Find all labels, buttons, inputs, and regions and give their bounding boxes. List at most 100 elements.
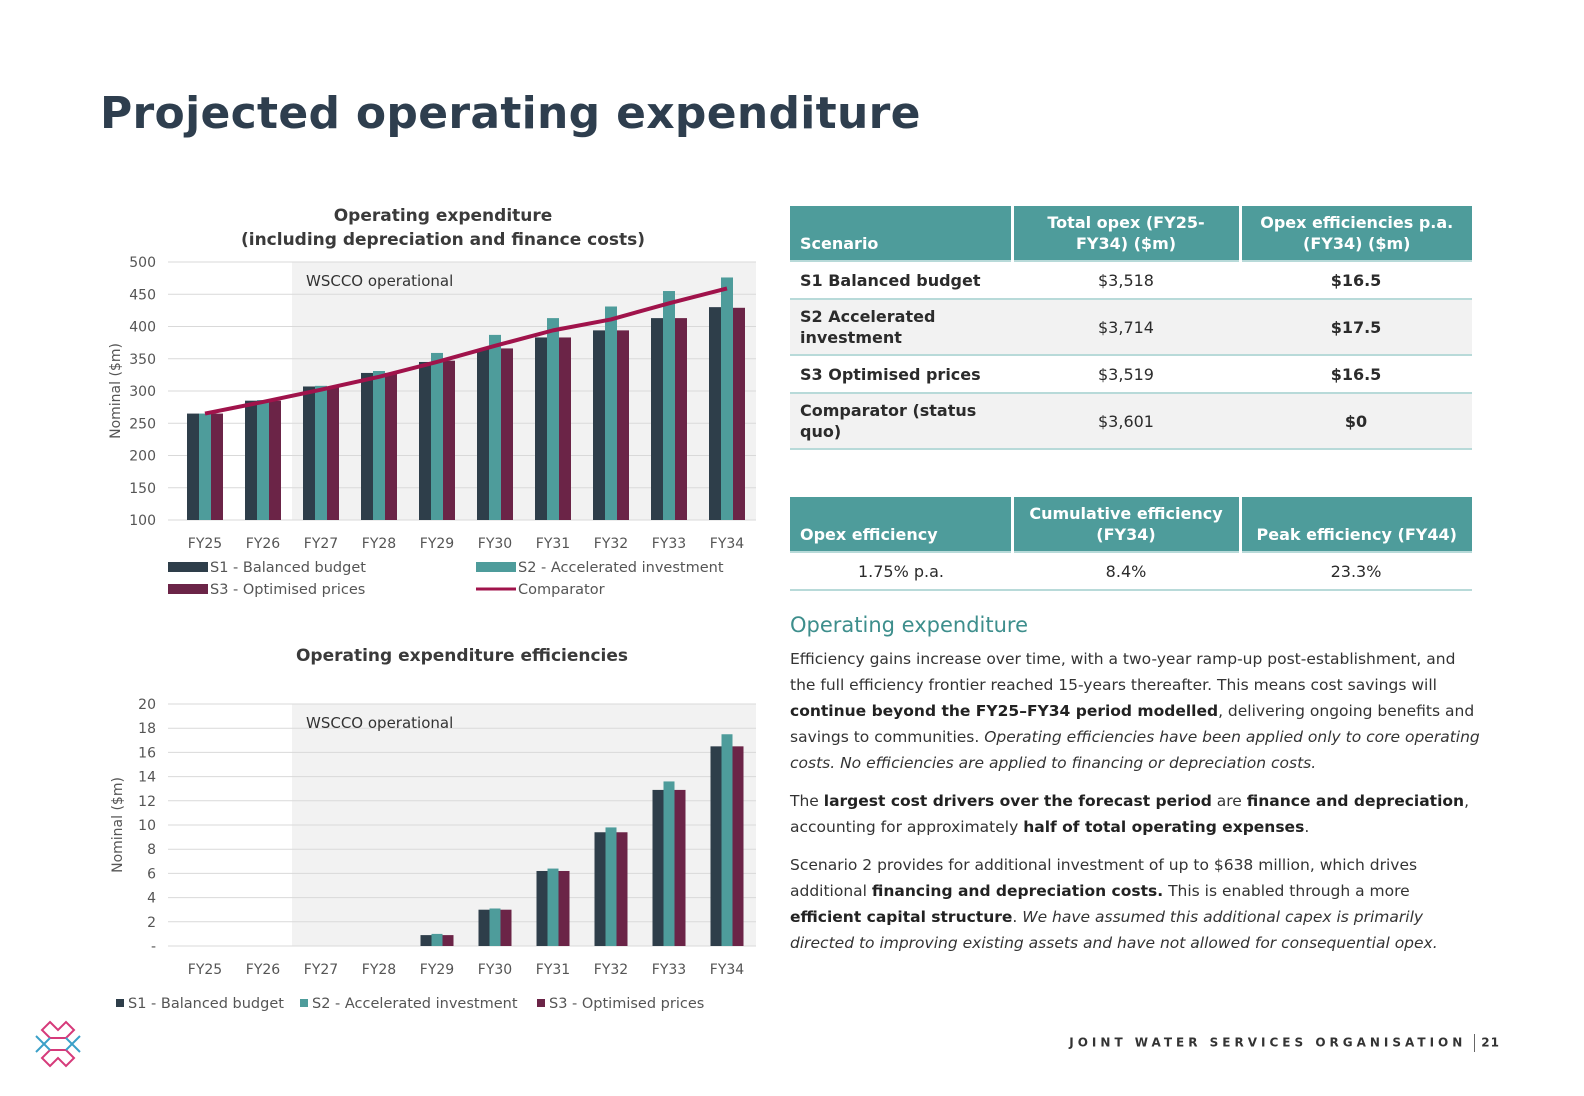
opex-efficiency-value: $0 — [1240, 392, 1472, 450]
y-axis-label: Nominal ($m) — [110, 777, 126, 873]
chart-title: (including depreciation and finance cost… — [241, 230, 645, 250]
legend-label: S1 - Balanced budget — [210, 560, 366, 576]
table-row: Comparator (status quo) $3,601 $0 — [790, 392, 1472, 450]
y-tick-label: 500 — [129, 255, 156, 271]
italic-note: We have assumed this additional capex is… — [790, 908, 1438, 952]
legend-label: S2 - Accelerated investment — [518, 560, 724, 576]
y-tick-label: 300 — [129, 384, 156, 400]
text-span: Efficiency gains increase over time, wit… — [790, 650, 1456, 694]
emphasis-text: financing and depreciation costs. — [871, 882, 1164, 900]
bar-s1 — [651, 318, 663, 520]
x-tick-label: FY31 — [536, 962, 570, 978]
y-tick-label: 200 — [129, 449, 156, 465]
y-tick-label: 6 — [147, 866, 156, 882]
x-tick-label: FY25 — [188, 962, 222, 978]
bar-s2 — [199, 413, 211, 520]
y-tick-label: 100 — [129, 513, 156, 529]
x-tick-label: FY29 — [420, 962, 454, 978]
legend-swatch — [476, 562, 516, 572]
scenario-table: Scenario Total opex (FY25-FY34) ($m) Ope… — [790, 206, 1472, 450]
cumulative-efficiency-header: Cumulative efficiency (FY34) — [1010, 497, 1240, 552]
legend-label: Comparator — [518, 582, 605, 598]
table-row: S2 Accelerated investment $3,714 $17.5 — [790, 298, 1472, 355]
text-span: . — [1304, 818, 1310, 836]
organisation-logo-icon — [35, 1020, 81, 1068]
bar-s1 — [245, 400, 257, 520]
organisation-name: JOINT WATER SERVICES ORGANISATION — [1069, 1035, 1467, 1050]
annotation-label: WSCCO operational — [306, 272, 453, 290]
bar-s3 — [443, 360, 455, 520]
bar-s3 — [385, 372, 397, 520]
bar-s3 — [732, 746, 744, 946]
y-tick-label: 350 — [129, 352, 156, 368]
x-tick-label: FY30 — [478, 962, 512, 978]
opex-efficiency-value: $16.5 — [1240, 260, 1472, 299]
y-tick-label: 20 — [138, 697, 156, 713]
x-tick-label: FY25 — [188, 536, 222, 552]
chart-title: Operating expenditure — [334, 206, 553, 226]
scenario-header: Scenario — [790, 206, 1012, 261]
emphasis-text: continue beyond the FY25–FY34 period mod… — [790, 702, 1219, 720]
italic-note: Operating efficiencies have been applied… — [790, 728, 1480, 772]
bar-s2 — [547, 318, 559, 520]
scenario-name: S3 Optimised prices — [790, 354, 1012, 393]
total-opex-value: $3,714 — [1012, 298, 1240, 355]
text-span: Scenario 2 provides for additional inves… — [790, 856, 1418, 900]
bar-s3 — [674, 789, 686, 946]
bar-s1 — [652, 789, 664, 946]
bar-s1 — [535, 337, 547, 520]
emphasis-text: largest cost drivers over the forecast p… — [823, 792, 1212, 810]
chart-title: Operating expenditure efficiencies — [296, 646, 628, 666]
opex-efficiencies-chart: - 2 4 6 8 10 12 14 16 18 20 Operating expenditure e… — [110, 646, 756, 1012]
bar-s2 — [373, 371, 385, 520]
y-axis-label: Nominal ($m) — [108, 343, 124, 439]
legend-swatch — [116, 999, 124, 1007]
y-tick-label: 400 — [129, 320, 156, 336]
bar-s3 — [616, 832, 628, 946]
x-tick-label: FY26 — [246, 962, 281, 978]
bar-s3 — [442, 935, 454, 946]
opex-efficiency-value: $17.5 — [1240, 298, 1472, 355]
x-tick-label: FY32 — [594, 536, 628, 552]
page-number: 21 — [1481, 1035, 1500, 1050]
x-tick-label: FY32 — [594, 962, 628, 978]
bar-s2 — [721, 734, 733, 946]
legend-label: S1 - Balanced budget — [128, 996, 284, 1012]
section-heading: Operating expenditure — [790, 613, 1029, 637]
table-row: S1 Balanced budget $3,518 $16.5 — [790, 260, 1472, 299]
total-opex-value: $3,518 — [1012, 260, 1240, 299]
x-tick-label: FY33 — [652, 536, 686, 552]
scenario-name: S1 Balanced budget — [790, 260, 1012, 299]
text-span: This is enabled through a more — [1163, 882, 1410, 900]
bar-s2 — [431, 352, 443, 520]
text-span: , delivering ongoing benefits and saving… — [790, 702, 1475, 746]
bar-s2 — [605, 827, 617, 946]
x-tick-label: FY34 — [710, 536, 745, 552]
bar-s1 — [303, 386, 315, 520]
x-tick-label: FY28 — [362, 962, 396, 978]
bar-s2 — [489, 334, 501, 520]
bar-s3 — [558, 870, 570, 946]
legend-label: S3 - Optimised prices — [210, 582, 365, 598]
y-tick-label: 8 — [147, 842, 156, 858]
page-title: Projected operating expenditure — [100, 88, 921, 139]
bar-s3 — [327, 386, 339, 520]
x-tick-label: FY27 — [304, 962, 338, 978]
bar-s1 — [420, 935, 432, 946]
bar-s1 — [477, 349, 489, 520]
bar-s1 — [594, 832, 606, 946]
opex-efficiency-header: Opex efficiency — [790, 497, 1012, 552]
annotation-label: WSCCO operational — [306, 714, 453, 732]
opex-chart: 100 150 200 250 300 350 400 450 500 Operating exp… — [108, 206, 756, 598]
x-tick-label: FY33 — [652, 962, 686, 978]
bar-s1 — [709, 307, 721, 520]
paragraph-scenario-2: Scenario 2 provides for additional inves… — [790, 852, 1480, 956]
bar-s2 — [431, 933, 443, 946]
opex-efficiency-value: $16.5 — [1240, 354, 1472, 393]
emphasis-text: half of total operating expenses — [1023, 818, 1305, 836]
x-tick-label: FY27 — [304, 536, 338, 552]
bar-s3 — [559, 337, 571, 520]
total-opex-value: $3,519 — [1012, 354, 1240, 393]
y-tick-label: 10 — [138, 818, 156, 834]
x-tick-label: FY30 — [478, 536, 512, 552]
